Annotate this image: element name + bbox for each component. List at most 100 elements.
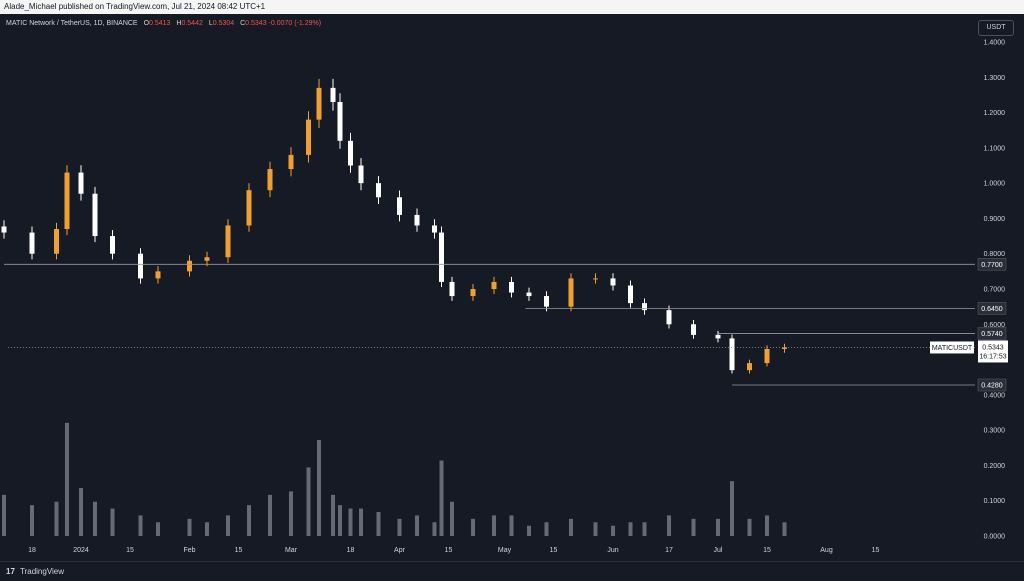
candle-body [155, 271, 161, 279]
volume-bar [432, 522, 437, 536]
x-tick-label: 15 [872, 547, 880, 554]
volume-bar [397, 518, 402, 536]
footer-bar: 17 TradingView [0, 561, 1024, 581]
candle-body [64, 172, 70, 230]
candle-body [110, 236, 115, 254]
candle-body [729, 338, 735, 371]
candle-body [306, 119, 311, 155]
candle-body [628, 285, 633, 304]
volume-bar [642, 522, 647, 536]
level-label-box [977, 302, 1007, 315]
low-label: L [208, 20, 213, 27]
y-tick-label: 1.2000 [984, 110, 1006, 117]
x-tick-label: 18 [28, 547, 36, 554]
volume-bar [376, 512, 381, 536]
candle-body [92, 193, 98, 237]
volume-bar [93, 501, 97, 536]
candle-body [267, 169, 273, 191]
candle-body [568, 278, 574, 307]
candle-body [316, 87, 322, 120]
currency-button[interactable]: USDT [978, 20, 1014, 36]
x-tick-label: Jul [714, 547, 723, 554]
candle-body [526, 292, 532, 297]
y-tick-label: 0.0000 [984, 534, 1006, 541]
candle-body [449, 281, 455, 297]
candle-body [782, 347, 787, 349]
tradingview-logo-icon: 17 [6, 567, 15, 576]
y-tick-label: 0.7000 [984, 287, 1006, 294]
x-tick-label: 15 [126, 547, 134, 554]
candle-body [187, 260, 192, 272]
candle-body [491, 281, 497, 289]
candle-body [414, 214, 420, 226]
volume-bar [65, 422, 69, 536]
open-value: 0.5413 [149, 20, 171, 27]
volume-bar [747, 518, 752, 536]
x-tick-label: 15 [550, 547, 558, 554]
price-label: 0.5343 [982, 344, 1004, 351]
candle-body [470, 289, 476, 297]
volume-bar [226, 515, 230, 536]
countdown-label: 16:17:53 [979, 353, 1006, 360]
candle-body [54, 229, 59, 254]
volume-bar [691, 518, 696, 536]
candle-body [509, 281, 514, 293]
candle-body [1, 226, 7, 233]
volume-bar [716, 518, 720, 536]
candle-body [439, 232, 444, 282]
low-value: 0.5304 [212, 20, 235, 27]
x-tick-label: 2024 [73, 547, 89, 554]
volume-bar [439, 460, 444, 536]
brand-name: TradingView [19, 567, 65, 576]
volume-bar [289, 491, 293, 536]
y-tick-label: 0.8000 [984, 251, 1006, 258]
price-tag [978, 340, 1008, 363]
volume-bar [138, 515, 143, 536]
x-tick-label: 15 [763, 547, 771, 554]
level-label: 0.6450 [981, 306, 1003, 313]
candle-body [764, 348, 770, 364]
volume-bar [415, 515, 419, 536]
candle-body [78, 172, 84, 194]
candle-body [397, 197, 402, 215]
level-label: 0.4280 [981, 382, 1003, 389]
y-tick-label: 0.9000 [984, 216, 1006, 223]
candle-body [246, 190, 252, 226]
x-tick-label: 15 [445, 547, 453, 554]
candle-body [358, 165, 364, 184]
volume-bar [205, 522, 209, 536]
publish-header: Alade_Michael published on TradingView.c… [0, 0, 1024, 14]
volume-bar [30, 505, 34, 536]
candle-body [691, 324, 696, 335]
volume-bar [2, 494, 6, 536]
level-label-box [977, 378, 1007, 392]
volume-bar [471, 518, 475, 536]
candle-body [715, 334, 721, 339]
volume-bar [338, 505, 342, 536]
volume-bar [348, 508, 353, 536]
price-chart[interactable]: 1.4000 1.3000 1.2000 1.1000 1.0000 0.9000 0.80… [0, 0, 1024, 561]
open-label: O [143, 20, 150, 27]
high-label: H [176, 20, 182, 27]
x-tick-label: Apr [394, 547, 406, 554]
y-tick-label: 0.6000 [984, 322, 1006, 329]
volume-bar [667, 515, 671, 536]
candle-body [337, 101, 343, 141]
y-tick-label: 0.3000 [984, 428, 1006, 435]
level-label: 0.5740 [981, 331, 1003, 338]
candle-body [204, 257, 210, 261]
x-tick-label: 18 [347, 547, 355, 554]
level-label: 0.7700 [981, 262, 1003, 269]
volume-bar [247, 505, 251, 536]
candle-body [138, 253, 143, 279]
symbol-name: MATIC Network / TetherUS, 1D, BINANCE [6, 20, 138, 27]
x-tick-label: Feb [183, 547, 195, 554]
x-tick-label: Aug [820, 547, 833, 554]
y-tick-label: 0.1000 [984, 498, 1006, 505]
volume-bar [527, 525, 531, 536]
candle-body [288, 154, 294, 170]
close-label: C [240, 20, 246, 27]
candle-body [544, 296, 549, 307]
volume-bar [331, 494, 335, 536]
volume-bar [359, 508, 363, 536]
